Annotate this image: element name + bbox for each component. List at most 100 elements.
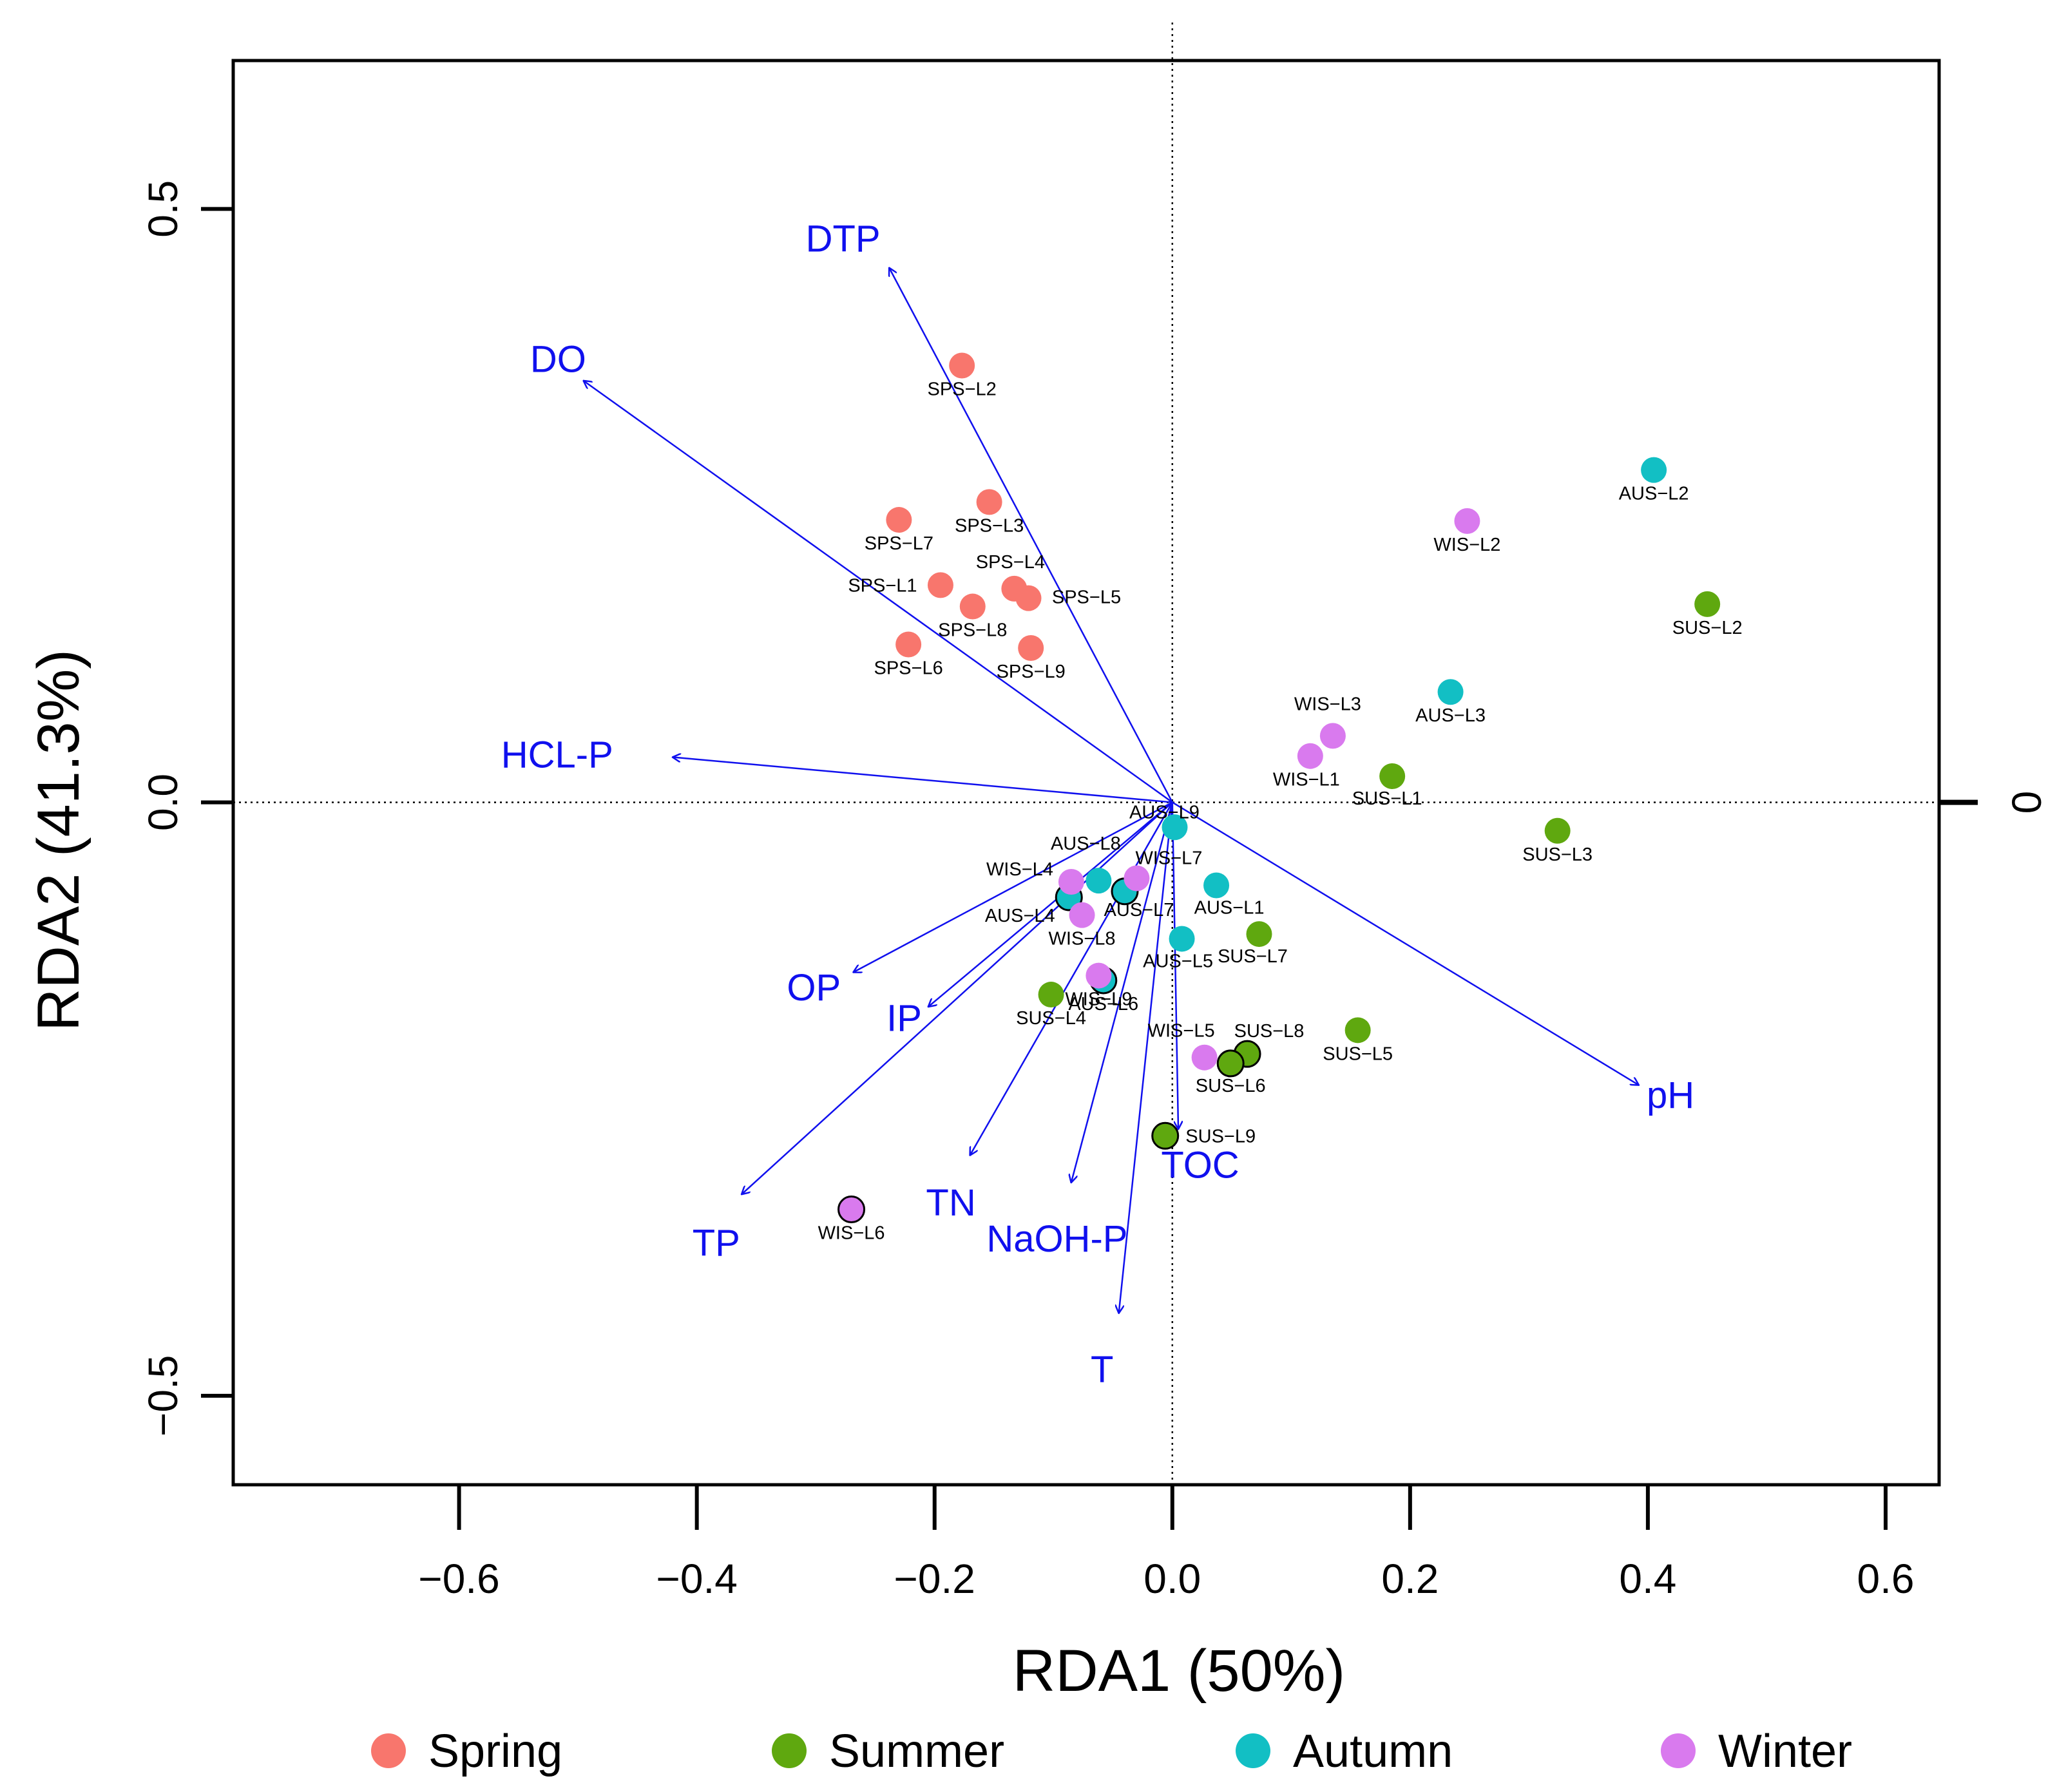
- point-sps-l9: [1018, 635, 1044, 662]
- point-label-sps-l4: SPS−L4: [976, 552, 1045, 573]
- point-label-wis-l5: WIS−L5: [1148, 1021, 1215, 1042]
- point-label-sus-l8: SUS−L8: [1234, 1021, 1305, 1042]
- point-sps-l7: [886, 507, 912, 533]
- point-label-wis-l4: WIS−L4: [986, 859, 1053, 880]
- point-sps-l6: [895, 631, 922, 658]
- x-tick-label: −0.2: [894, 1556, 975, 1602]
- x-axis-title: RDA1 (50%): [1013, 1638, 1345, 1704]
- x-tick-label: −0.4: [656, 1556, 737, 1602]
- point-wis-l9: [1086, 962, 1112, 989]
- vector-label-hcl-p: HCL-P: [501, 734, 613, 776]
- point-label-aus-l3: AUS−L3: [1415, 705, 1486, 726]
- x-tick-label: 0.6: [1857, 1556, 1914, 1602]
- point-label-sus-l1: SUS−L1: [1352, 788, 1422, 809]
- point-label-aus-l6: AUS−L6: [1068, 994, 1138, 1015]
- legend-marker-spring: [371, 1733, 406, 1768]
- legend-marker-summer: [772, 1733, 807, 1768]
- point-label-sps-l5: SPS−L5: [1052, 587, 1121, 608]
- point-wis-l1: [1297, 743, 1323, 769]
- point-aus-l5: [1169, 926, 1195, 952]
- point-label-sps-l6: SPS−L6: [874, 658, 943, 679]
- point-wis-l7: [1124, 865, 1150, 891]
- y-tick-label: 0.5: [140, 180, 186, 238]
- point-label-sus-l7: SUS−L7: [1218, 946, 1288, 967]
- y-axis-title: RDA2 (41.3%): [26, 649, 91, 1031]
- point-wis-l2: [1454, 508, 1480, 534]
- vector-arrow-toc: [1171, 802, 1178, 1129]
- vector-label-do: DO: [530, 338, 586, 380]
- point-wis-l3: [1319, 723, 1346, 749]
- point-aus-l3: [1437, 679, 1464, 705]
- point-sus-l5: [1344, 1017, 1371, 1044]
- point-sps-l3: [976, 489, 1002, 515]
- vector-arrow-tn: [970, 801, 1173, 1155]
- vector-arrow-ip: [928, 801, 1173, 1007]
- legend-label-summer: Summer: [829, 1726, 1004, 1777]
- vector-label-op: OP: [787, 967, 841, 1009]
- point-label-wis-l6: WIS−L6: [818, 1223, 885, 1244]
- legend-marker-autumn: [1236, 1733, 1270, 1768]
- vector-arrow-t: [1119, 802, 1174, 1313]
- point-label-sps-l9: SPS−L9: [997, 662, 1066, 682]
- point-sps-l2: [949, 352, 975, 379]
- point-label-sps-l1: SPS−L1: [848, 575, 917, 596]
- point-sus-l1: [1379, 763, 1406, 790]
- point-aus-l8: [1086, 868, 1112, 894]
- point-sus-l9: [1151, 1121, 1180, 1150]
- legend-label-spring: Spring: [428, 1726, 562, 1777]
- point-label-sus-l6: SUS−L6: [1196, 1076, 1266, 1096]
- point-sps-l8: [959, 593, 986, 620]
- vector-arrow-hcl-p: [673, 758, 1172, 803]
- point-sps-l1: [927, 572, 953, 598]
- vector-arrow-op: [854, 801, 1173, 972]
- point-label-sus-l4: SUS−L4: [1016, 1008, 1086, 1029]
- point-aus-l1: [1203, 872, 1230, 899]
- x-tick-label: −0.6: [418, 1556, 499, 1602]
- point-label-aus-l4: AUS−L4: [985, 906, 1055, 926]
- point-label-sus-l9: SUS−L9: [1185, 1126, 1256, 1147]
- point-label-sps-l7: SPS−L7: [865, 533, 933, 554]
- vector-label-dtp: DTP: [806, 218, 881, 260]
- point-wis-l5: [1191, 1044, 1218, 1071]
- point-label-sps-l8: SPS−L8: [938, 620, 1007, 641]
- x-tick-label: 0.4: [1619, 1556, 1676, 1602]
- right-tick-label: 0: [2004, 791, 2050, 814]
- point-aus-l9: [1162, 814, 1188, 841]
- point-label-aus-l7: AUS−L7: [1104, 900, 1174, 920]
- point-label-aus-l8: AUS−L8: [1051, 834, 1121, 854]
- vector-arrow-dtp: [890, 268, 1173, 803]
- point-label-wis-l1: WIS−L1: [1273, 770, 1340, 790]
- legend-label-autumn: Autumn: [1293, 1726, 1453, 1777]
- point-sps-l5: [1015, 585, 1042, 611]
- point-label-sus-l5: SUS−L5: [1323, 1044, 1393, 1064]
- point-label-sps-l2: SPS−L2: [928, 379, 997, 400]
- point-label-wis-l7: WIS−L7: [1135, 848, 1202, 868]
- point-wis-l6: [837, 1196, 866, 1224]
- vector-label-toc: TOC: [1161, 1144, 1239, 1186]
- point-label-aus-l5: AUS−L5: [1143, 951, 1213, 971]
- x-tick-label: 0.0: [1143, 1556, 1201, 1602]
- vector-arrow-ph: [1172, 801, 1638, 1085]
- point-label-wis-l8: WIS−L8: [1049, 929, 1116, 949]
- vector-label-t: T: [1091, 1349, 1113, 1391]
- point-sus-l2: [1694, 591, 1721, 617]
- vector-label-naoh-p: NaOH-P: [986, 1218, 1127, 1260]
- vector-label-ip: IP: [886, 997, 922, 1039]
- vector-label-tn: TN: [926, 1182, 975, 1224]
- vector-arrow-tp: [742, 801, 1173, 1194]
- y-tick-label: −0.5: [140, 1355, 186, 1436]
- point-label-wis-l2: WIS−L2: [1433, 535, 1500, 555]
- legend-label-winter: Winter: [1718, 1726, 1852, 1777]
- plot-frame: [231, 59, 1941, 1487]
- point-label-sus-l3: SUS−L3: [1522, 844, 1593, 865]
- point-wis-l8: [1069, 902, 1095, 928]
- point-label-wis-l3: WIS−L3: [1294, 694, 1361, 714]
- point-label-sps-l3: SPS−L3: [955, 515, 1024, 536]
- vector-arrow-do: [584, 381, 1173, 803]
- x-tick-label: 0.2: [1381, 1556, 1439, 1602]
- point-wis-l4: [1058, 869, 1084, 895]
- legend-marker-winter: [1661, 1733, 1696, 1768]
- point-label-aus-l9: AUS−L9: [1129, 802, 1200, 823]
- point-sus-l7: [1246, 921, 1272, 948]
